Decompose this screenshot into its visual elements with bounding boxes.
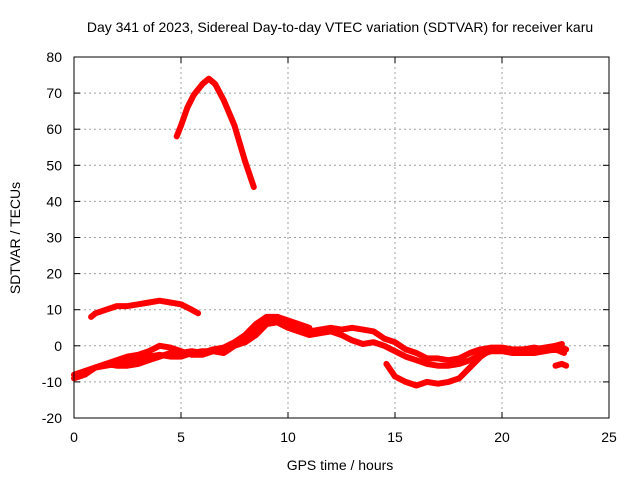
y-axis-label: SDTVAR / TECUs: [7, 182, 23, 294]
y-tick-label: -10: [42, 374, 62, 390]
grid: [74, 57, 609, 418]
x-tick-label: 20: [494, 429, 510, 445]
x-axis-label: GPS time / hours: [287, 457, 394, 473]
y-tick-label: 80: [46, 49, 62, 65]
x-tick-label: 15: [387, 429, 403, 445]
y-tick-label: 30: [46, 230, 62, 246]
y-tick-label: 70: [46, 85, 62, 101]
y-tick-label: -20: [42, 410, 62, 426]
series-line-track-dip: [383, 341, 565, 389]
y-tick-label: 50: [46, 157, 62, 173]
series-line-track-a: [71, 315, 570, 382]
x-tick-label: 10: [280, 429, 296, 445]
y-tick-label: 0: [54, 338, 62, 354]
chart-title: Day 341 of 2023, Sidereal Day-to-day VTE…: [87, 19, 593, 35]
y-tick-label: 20: [46, 266, 62, 282]
y-tick-label: 10: [46, 302, 62, 318]
axis-ticks: -20 -10 0 10 20 30 40 50 60 70 80 0 5 10 15 20 25: [42, 49, 617, 445]
x-tick-label: 0: [70, 429, 78, 445]
series-line-track-peak: [173, 75, 257, 190]
x-tick-label: 25: [601, 429, 617, 445]
x-tick-label: 5: [177, 429, 185, 445]
y-tick-label: 60: [46, 121, 62, 137]
series-line-track-upper: [88, 297, 202, 320]
y-tick-label: 40: [46, 193, 62, 209]
series-line-track-c: [103, 313, 313, 369]
series-line-track-tail: [552, 360, 570, 369]
series-layer: [71, 75, 570, 389]
